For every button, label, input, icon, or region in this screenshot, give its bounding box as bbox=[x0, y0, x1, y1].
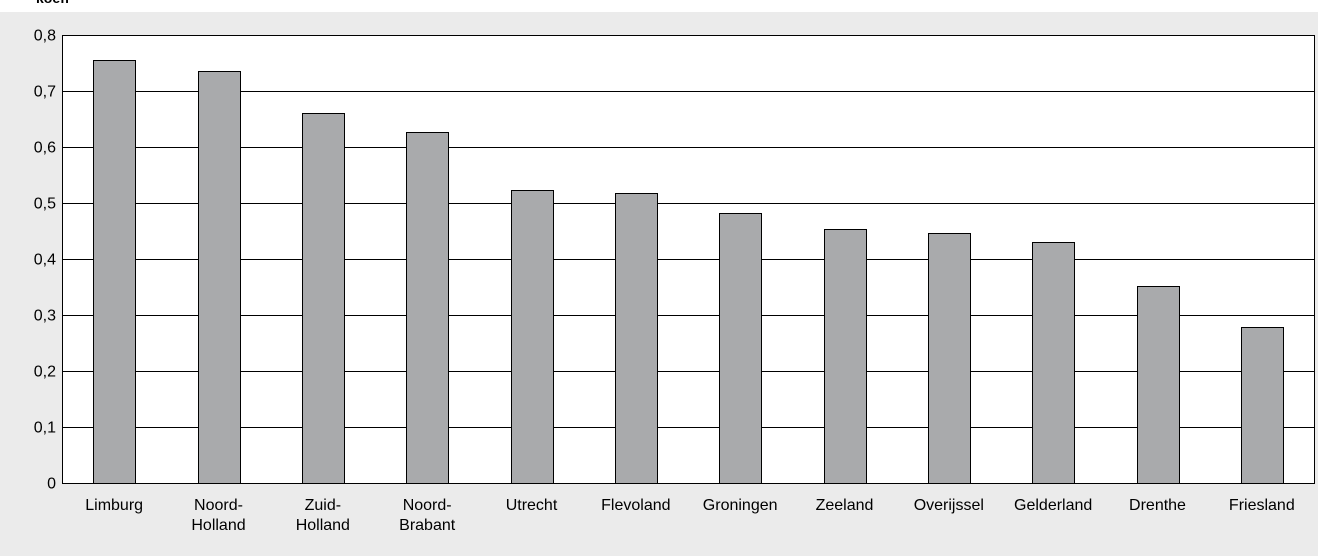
bar-gelderland bbox=[1032, 242, 1075, 484]
x-category-label: Gelderland bbox=[1014, 497, 1092, 514]
bar-noord-brabant bbox=[406, 132, 449, 484]
x-category-label-line: Friesland bbox=[1229, 497, 1295, 514]
x-category-label: Flevoland bbox=[601, 497, 670, 514]
x-category-label: Groningen bbox=[703, 497, 778, 514]
bar-friesland bbox=[1241, 327, 1284, 484]
y-tick-label: 0,6 bbox=[34, 140, 56, 157]
x-category-label: Drenthe bbox=[1129, 497, 1186, 514]
x-category-label: Zuid- Holland bbox=[296, 497, 350, 534]
y-tick-label: 0,8 bbox=[34, 28, 56, 45]
y-tick-label: 0,5 bbox=[34, 196, 56, 213]
y-tick-label: 0,7 bbox=[34, 84, 56, 101]
x-category-label-line: Noord- bbox=[403, 497, 452, 514]
x-category-label-line: Flevoland bbox=[601, 497, 670, 514]
y-axis-tick-labels: 0 0,1 0,2 0,3 0,4 0,5 0,6 0,7 0,8 bbox=[34, 28, 56, 493]
x-category-label-line: Gelderland bbox=[1014, 497, 1092, 514]
bar-limburg bbox=[93, 60, 136, 484]
gridlines bbox=[62, 91, 1314, 428]
x-category-label-line: Noord- bbox=[194, 497, 243, 514]
x-category-label-line: Overijssel bbox=[914, 497, 984, 514]
bars bbox=[93, 60, 1284, 484]
x-category-label-line: Brabant bbox=[399, 517, 456, 534]
bar-zuid-holland bbox=[302, 113, 345, 484]
x-category-label-line: Holland bbox=[191, 517, 245, 534]
y-tick-label: 0,1 bbox=[34, 420, 56, 437]
x-axis-category-labels: Limburg Noord- Holland Zuid- Holland Noord- Br… bbox=[85, 497, 1294, 534]
y-tick-label: 0,3 bbox=[34, 308, 56, 325]
x-category-label-line: Groningen bbox=[703, 497, 778, 514]
x-category-label: Zeeland bbox=[816, 497, 874, 514]
bar-groningen bbox=[719, 213, 762, 484]
x-category-label: Noord- Brabant bbox=[399, 497, 456, 534]
x-category-label-line: Limburg bbox=[85, 497, 143, 514]
bar-drenthe bbox=[1137, 286, 1180, 484]
x-category-label-line: Holland bbox=[296, 517, 350, 534]
bar-utrecht bbox=[511, 190, 554, 484]
x-category-label: Limburg bbox=[85, 497, 143, 514]
x-category-label: Friesland bbox=[1229, 497, 1295, 514]
bar-overijssel bbox=[928, 233, 971, 484]
x-category-label-line: Utrecht bbox=[506, 497, 558, 514]
x-category-label-line: Drenthe bbox=[1129, 497, 1186, 514]
x-category-label-line: Zeeland bbox=[816, 497, 874, 514]
x-category-label: Utrecht bbox=[506, 497, 558, 514]
x-category-label: Noord- Holland bbox=[191, 497, 245, 534]
y-tick-label: 0,4 bbox=[34, 252, 56, 269]
bar-noord-holland bbox=[198, 71, 241, 484]
corner-label: koeff bbox=[36, 0, 70, 6]
y-tick-label: 0,2 bbox=[34, 364, 56, 381]
y-tick-label: 0 bbox=[47, 476, 56, 493]
bar-flevoland bbox=[615, 193, 658, 484]
x-category-label: Overijssel bbox=[914, 497, 984, 514]
x-category-label-line: Zuid- bbox=[305, 497, 341, 514]
bar-zeeland bbox=[824, 229, 867, 484]
